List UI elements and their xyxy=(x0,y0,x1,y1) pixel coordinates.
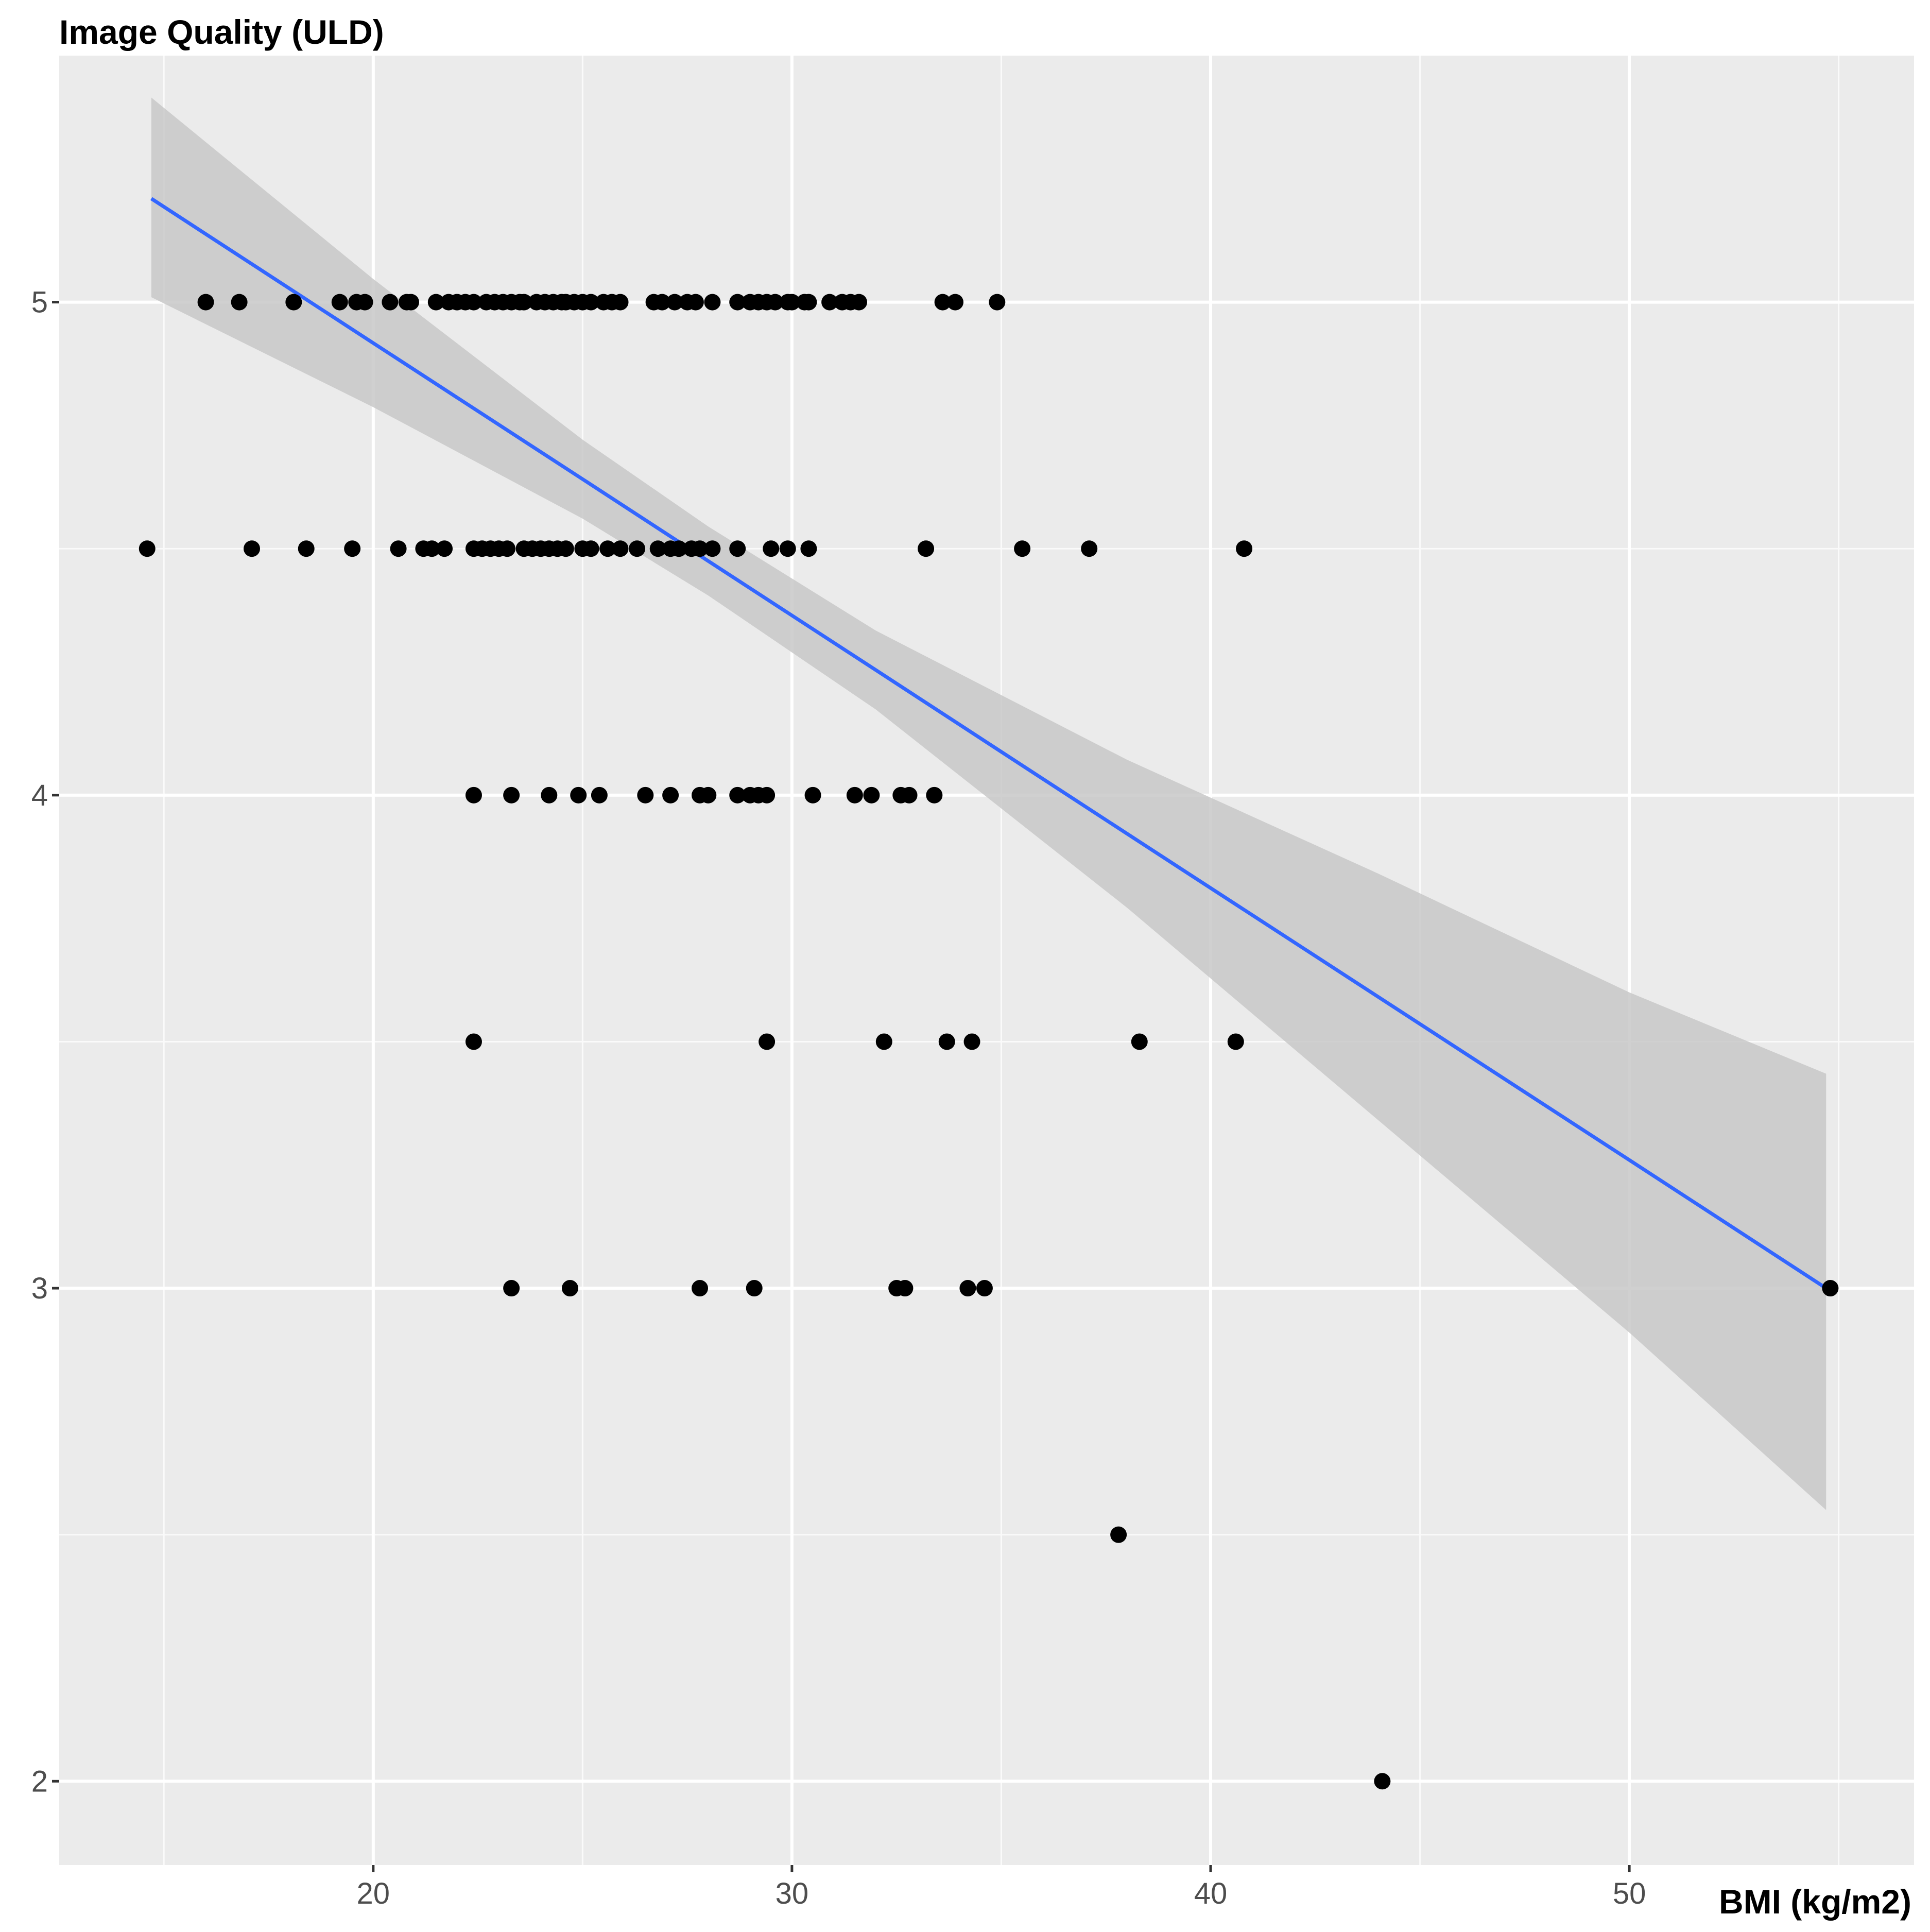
point xyxy=(934,294,951,311)
point xyxy=(692,540,709,557)
point xyxy=(704,294,721,311)
point xyxy=(692,1280,709,1297)
point xyxy=(591,787,608,803)
point xyxy=(759,787,776,803)
point xyxy=(344,540,361,557)
point xyxy=(783,294,800,311)
point xyxy=(1227,1033,1244,1050)
point xyxy=(963,1033,980,1050)
point xyxy=(427,294,444,311)
point xyxy=(197,294,214,311)
point xyxy=(938,1033,955,1050)
point xyxy=(541,787,558,803)
point xyxy=(729,294,746,311)
point xyxy=(331,294,348,311)
point xyxy=(897,1280,914,1297)
x-axis-label: BMI (kg/m2) xyxy=(1719,1883,1911,1921)
point xyxy=(1822,1280,1839,1297)
point xyxy=(423,540,440,557)
point xyxy=(285,294,302,311)
point xyxy=(901,787,918,803)
point xyxy=(499,540,516,557)
x-tick-label: 50 xyxy=(1613,1877,1646,1910)
x-tick-label: 40 xyxy=(1194,1877,1228,1910)
x-tick-label: 20 xyxy=(357,1877,390,1910)
point xyxy=(1236,540,1253,557)
point xyxy=(704,540,721,557)
point xyxy=(800,294,817,311)
point xyxy=(465,294,482,311)
point xyxy=(763,540,780,557)
point xyxy=(767,294,784,311)
point xyxy=(515,294,532,311)
point xyxy=(599,540,616,557)
point xyxy=(244,540,261,557)
point xyxy=(582,540,599,557)
point xyxy=(918,540,935,557)
point xyxy=(629,540,646,557)
point xyxy=(436,540,453,557)
fit-line xyxy=(150,197,1828,1290)
y-tick-label: 3 xyxy=(31,1272,48,1305)
point xyxy=(503,1280,520,1297)
x-tick-label: 30 xyxy=(776,1877,809,1910)
point xyxy=(231,294,248,311)
point xyxy=(612,294,629,311)
point xyxy=(582,294,599,311)
point xyxy=(746,1280,763,1297)
point xyxy=(666,294,683,311)
point xyxy=(947,294,964,311)
point xyxy=(926,787,943,803)
point xyxy=(356,294,373,311)
point xyxy=(382,294,399,311)
point xyxy=(653,294,670,311)
point xyxy=(989,294,1006,311)
point xyxy=(959,1280,976,1297)
point xyxy=(637,787,654,803)
confidence-band xyxy=(151,97,1826,1510)
point xyxy=(402,294,419,311)
point xyxy=(779,540,796,557)
point xyxy=(557,540,574,557)
point xyxy=(465,1033,482,1050)
point xyxy=(846,787,863,803)
point xyxy=(700,787,717,803)
y-tick-label: 4 xyxy=(31,779,48,812)
point xyxy=(976,1280,993,1297)
point xyxy=(570,787,587,803)
point xyxy=(863,787,880,803)
point xyxy=(649,540,666,557)
y-axis-label: Image Quality (ULD) xyxy=(59,13,384,51)
y-tick-label: 5 xyxy=(31,286,48,319)
point xyxy=(875,1033,892,1050)
point xyxy=(670,540,687,557)
point xyxy=(821,294,838,311)
point xyxy=(759,1033,776,1050)
point xyxy=(800,540,817,557)
point xyxy=(465,787,482,803)
point xyxy=(1014,540,1031,557)
y-tick-label: 2 xyxy=(31,1765,48,1798)
point xyxy=(298,540,315,557)
point xyxy=(561,1280,578,1297)
point xyxy=(139,540,156,557)
point xyxy=(390,540,407,557)
point xyxy=(612,540,629,557)
point xyxy=(1110,1526,1127,1543)
point xyxy=(1081,540,1098,557)
point xyxy=(729,787,746,803)
point xyxy=(687,294,704,311)
point xyxy=(503,787,520,803)
point xyxy=(1131,1033,1148,1050)
point xyxy=(804,787,821,803)
point xyxy=(1374,1773,1391,1790)
point xyxy=(662,787,679,803)
point xyxy=(729,540,746,557)
point xyxy=(851,294,868,311)
